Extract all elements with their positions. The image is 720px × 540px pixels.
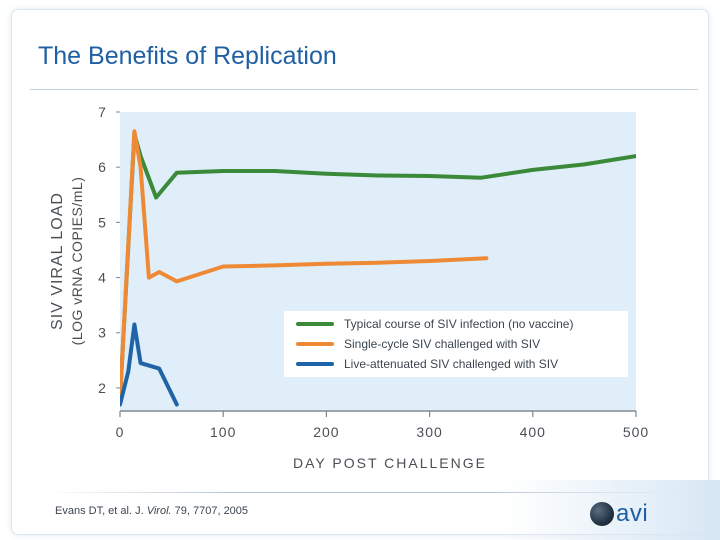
x-tick-label: 500 bbox=[623, 424, 649, 440]
y-tick-label: 4 bbox=[98, 270, 106, 286]
series-layer bbox=[120, 129, 636, 407]
series-line-single-cycle bbox=[120, 129, 489, 401]
slide-title: The Benefits of Replication bbox=[38, 42, 337, 70]
legend-entry-label: Single-cycle SIV challenged with SIV bbox=[344, 337, 540, 351]
citation-journal: Virol. bbox=[146, 505, 172, 517]
footer-divider bbox=[40, 492, 680, 493]
y-axis-label-units: (LOG vRNA COPIES/mL) bbox=[69, 177, 85, 346]
y-tick-label: 2 bbox=[98, 380, 106, 396]
y-tick-label: 3 bbox=[98, 325, 106, 341]
title-divider bbox=[30, 89, 698, 90]
globe-icon bbox=[590, 502, 614, 526]
series-line-live-attenuated bbox=[120, 322, 179, 407]
legend-entry-label: Live-attenuated SIV challenged with SIV bbox=[344, 357, 558, 371]
legend-box bbox=[284, 311, 628, 377]
x-tick-label: 400 bbox=[520, 424, 546, 440]
y-tick-label: 6 bbox=[98, 159, 106, 175]
citation-authors: Evans DT, et al. J. bbox=[55, 505, 147, 517]
viral-load-chart: 2 3 4 5 6 7 0 100 200 300 400 500 SIV VIRAL LOAD (L… bbox=[49, 104, 649, 471]
series-line-no-vaccine bbox=[120, 132, 636, 401]
x-axis-label: DAY POST CHALLENGE bbox=[293, 455, 487, 471]
x-tick-label: 300 bbox=[416, 424, 442, 440]
y-tick-label: 7 bbox=[98, 104, 106, 120]
y-axis-label: SIV VIRAL LOAD bbox=[49, 192, 66, 330]
chart-legend: Typical course of SIV infection (no vacc… bbox=[284, 311, 628, 377]
x-tick-label: 200 bbox=[313, 424, 339, 440]
axis-ticks: 2 3 4 5 6 7 0 100 200 300 400 500 bbox=[98, 104, 649, 440]
citation: Evans DT, et al. J. Virol. 79, 7707, 200… bbox=[55, 505, 248, 517]
x-tick-label: 100 bbox=[210, 424, 236, 440]
citation-details: 79, 7707, 2005 bbox=[171, 505, 249, 517]
y-tick-label: 5 bbox=[98, 214, 106, 230]
logo-text: avi bbox=[616, 500, 649, 527]
x-tick-label: 0 bbox=[116, 424, 125, 440]
iavi-logo: avi bbox=[590, 498, 648, 530]
legend-entry-label: Typical course of SIV infection (no vacc… bbox=[344, 317, 573, 331]
